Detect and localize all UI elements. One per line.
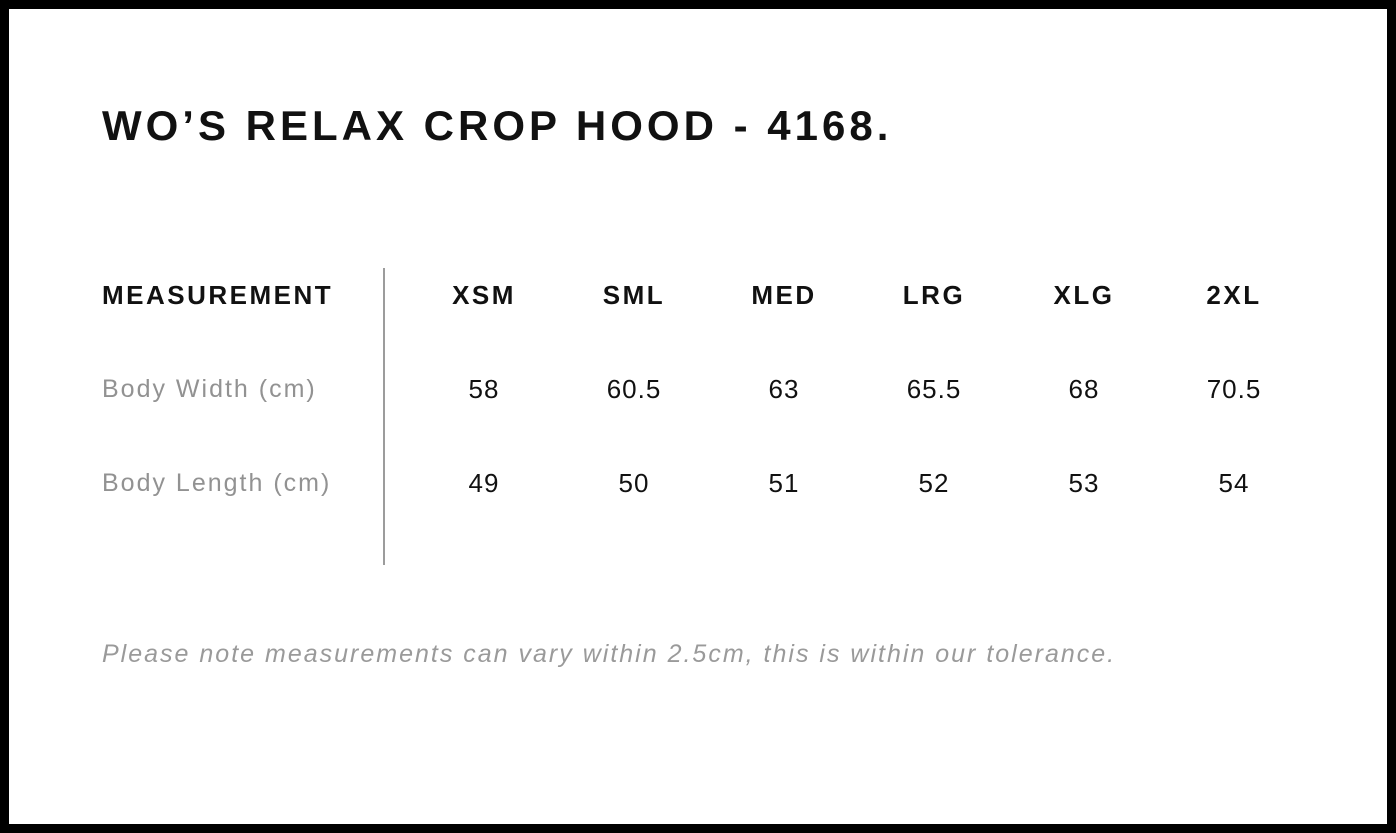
size-header-xlg: XLG xyxy=(1053,279,1115,310)
body-length-xsm: 49 xyxy=(468,467,500,498)
body-width-values: 58 60.5 63 65.5 68 70.5 xyxy=(409,374,1309,405)
product-title: WO’S RELAX CROP HOOD - 4168. xyxy=(102,102,893,149)
row-label-body-length: Body Length (cm) xyxy=(102,468,332,497)
body-length-lrg: 52 xyxy=(918,467,950,498)
table-header-row: MEASUREMENT XSM SML MED LRG XLG 2XL xyxy=(102,268,1312,322)
body-length-values: 49 50 51 52 53 54 xyxy=(409,468,1309,499)
size-header-lrg: LRG xyxy=(902,279,966,310)
size-header-cells: XSM SML MED LRG XLG 2XL xyxy=(409,280,1309,311)
body-length-sml: 50 xyxy=(618,467,650,498)
table-row-body-length: Body Length (cm) 49 50 51 52 53 54 xyxy=(102,456,1312,510)
tolerance-note: Please note measurements can vary within… xyxy=(102,640,1117,669)
body-width-xlg: 68 xyxy=(1068,373,1100,404)
body-width-xsm: 58 xyxy=(468,373,500,404)
body-length-med: 51 xyxy=(768,467,800,498)
body-length-xlg: 53 xyxy=(1068,467,1100,498)
size-table: MEASUREMENT XSM SML MED LRG XLG 2XL Body… xyxy=(102,268,1312,566)
body-width-2xl: 70.5 xyxy=(1206,373,1262,404)
body-length-2xl: 54 xyxy=(1218,467,1250,498)
body-width-sml: 60.5 xyxy=(606,373,662,404)
body-width-lrg: 65.5 xyxy=(906,373,962,404)
table-row-body-width: Body Width (cm) 58 60.5 63 65.5 68 70.5 xyxy=(102,362,1312,416)
size-header-med: MED xyxy=(751,279,817,310)
size-chart-content: WO’S RELAX CROP HOOD - 4168. MEASUREMENT… xyxy=(9,9,1387,669)
measurement-column-header: MEASUREMENT xyxy=(102,279,334,310)
row-label-body-width: Body Width (cm) xyxy=(102,374,317,403)
size-header-sml: SML xyxy=(602,279,666,310)
size-header-xsm: XSM xyxy=(452,279,516,310)
size-header-2xl: 2XL xyxy=(1206,279,1262,310)
body-width-med: 63 xyxy=(768,373,800,404)
